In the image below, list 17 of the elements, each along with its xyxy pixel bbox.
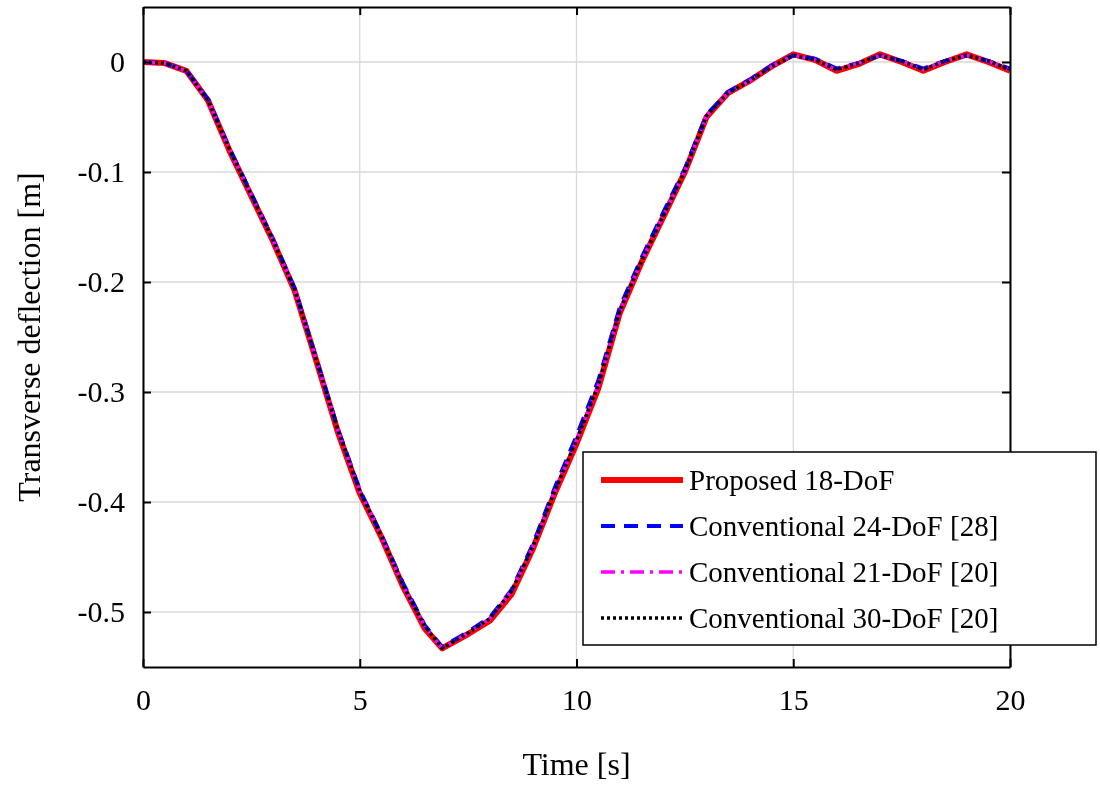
- y-axis-title: Transverse deflection [m]: [11, 172, 47, 502]
- x-tick-label: 5: [352, 683, 368, 717]
- y-tick-label: -0.3: [77, 375, 125, 409]
- y-tick-label: 0: [110, 45, 125, 79]
- x-tick-label: 0: [136, 683, 151, 717]
- legend-label: Conventional 24-DoF [28]: [689, 510, 999, 542]
- x-tick-label: 20: [995, 683, 1026, 717]
- legend-label: Conventional 21-DoF [20]: [689, 556, 999, 588]
- y-tick-label: -0.4: [77, 485, 125, 519]
- y-tick-label: -0.1: [77, 155, 125, 189]
- x-axis-title: Time [s]: [522, 746, 631, 782]
- x-tick-label: 15: [778, 683, 809, 717]
- legend-label: Conventional 30-DoF [20]: [689, 602, 999, 634]
- legend-label: Proposed 18-DoF: [689, 464, 895, 496]
- y-tick-label: -0.5: [77, 595, 125, 629]
- y-tick-label: -0.2: [77, 265, 125, 299]
- x-tick-label: 10: [562, 683, 592, 717]
